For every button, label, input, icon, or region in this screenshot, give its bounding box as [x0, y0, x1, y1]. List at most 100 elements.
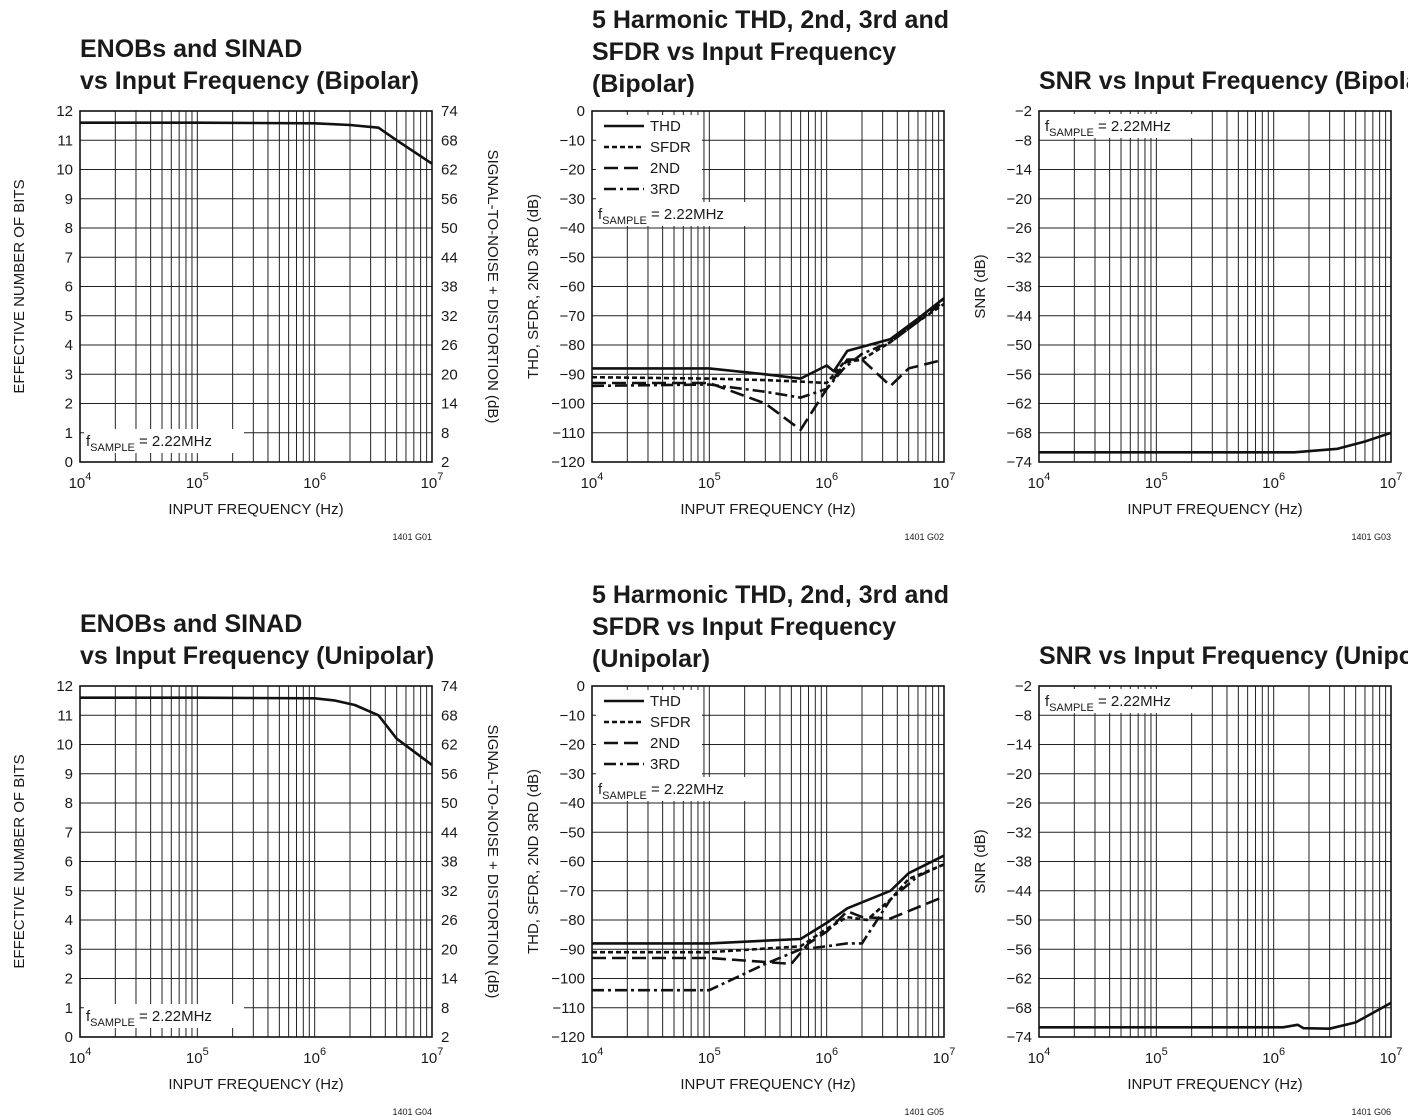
sample-rate-annotation: fSAMPLE = 2.22MHz	[1043, 114, 1203, 139]
chart-G01: ENOBs and SINAD vs Input Frequency (Bipol…	[11, 35, 501, 542]
x-tick-label: 106	[1262, 1046, 1285, 1067]
chart-title: 5 Harmonic THD, 2nd, 3rd and	[592, 581, 949, 609]
y-tick-label: −20	[1007, 766, 1032, 783]
y-tick-label: −62	[1007, 971, 1032, 988]
legend-label-3rd: 3RD	[650, 756, 680, 773]
y-tick-label: 5	[65, 883, 73, 900]
figure-code: 1401 G04	[392, 1107, 432, 1115]
x-axis-label: INPUT FREQUENCY (Hz)	[1127, 1076, 1302, 1093]
y-tick-label: −32	[1007, 824, 1032, 841]
y-tick-label: −8	[1015, 132, 1032, 149]
x-tick-label: 107	[421, 471, 444, 492]
x-axis-label: INPUT FREQUENCY (Hz)	[168, 1076, 343, 1093]
y-tick-label: 11	[57, 707, 73, 724]
annotation-text: fSAMPLE = 2.22MHz	[86, 1008, 212, 1029]
chart-title: ENOBs and SINAD	[80, 610, 302, 638]
y-tick-label: −26	[1007, 220, 1032, 237]
legend: THD SFDR 2ND 3RD	[596, 690, 702, 778]
y-tick-label: −50	[1007, 912, 1032, 929]
y-axis-label: THD, SFDR, 2ND 3RD (dB)	[525, 194, 542, 379]
y-tick-label: 7	[65, 824, 73, 841]
y2-tick-label: 68	[441, 132, 458, 149]
series-line-main	[80, 121, 433, 165]
x-tick-label: 107	[933, 471, 956, 492]
y-tick-label: −56	[1007, 941, 1032, 958]
annotation-bg	[84, 429, 244, 453]
y-tick-label: 0	[577, 103, 585, 120]
figure-code: 1401 G03	[1351, 532, 1391, 542]
y2-axis-label: SIGNAL-TO-NOISE + DISTORTION (dB)	[484, 725, 501, 999]
y-tick-label: −32	[1007, 249, 1032, 266]
y-axis-label: THD, SFDR, 2ND 3RD (dB)	[525, 769, 542, 954]
y-tick-label: −40	[560, 220, 585, 237]
y2-tick-label: 14	[441, 971, 458, 988]
sample-rate-annotation: fSAMPLE = 2.22MHz	[84, 429, 244, 454]
x-tick-label: 106	[815, 1046, 838, 1067]
y2-tick-label: 26	[441, 912, 458, 929]
y-tick-label: −44	[1007, 883, 1032, 900]
sample-rate-annotation: fSAMPLE = 2.22MHz	[596, 777, 756, 802]
annotation-bg	[1043, 689, 1203, 713]
legend: THD SFDR 2ND 3RD	[596, 115, 702, 203]
x-tick-label: 104	[1028, 1046, 1051, 1067]
y-tick-label: −50	[560, 249, 585, 266]
x-tick-label: 105	[1145, 471, 1168, 492]
y-tick-label: 8	[65, 795, 73, 812]
y-tick-label: −60	[560, 279, 585, 296]
chart-title: vs Input Frequency (Unipolar)	[80, 642, 434, 670]
annotation-bg	[596, 202, 756, 226]
x-tick-label: 107	[933, 1046, 956, 1067]
y2-tick-label: 2	[441, 454, 449, 471]
annotation-text: fSAMPLE = 2.22MHz	[1045, 118, 1171, 139]
annotation-bg	[1043, 114, 1203, 138]
y-tick-label: −14	[1007, 162, 1032, 179]
y-tick-label: −70	[560, 883, 585, 900]
plot-frame	[1038, 110, 1392, 463]
x-tick-label: 106	[303, 1046, 326, 1067]
x-tick-label: 107	[421, 1046, 444, 1067]
legend-label-thd: THD	[650, 693, 681, 710]
legend-label-3rd: 3RD	[650, 181, 680, 198]
x-tick-label: 104	[581, 1046, 604, 1067]
y-tick-label: 1	[65, 1000, 73, 1017]
y-tick-label: 2	[65, 396, 73, 413]
series-line-sfdr	[592, 863, 945, 954]
y-tick-label: −10	[560, 707, 585, 724]
x-tick-label: 105	[186, 1046, 209, 1067]
chart-G04: ENOBs and SINAD vs Input Frequency (Unipo…	[11, 610, 501, 1115]
y-tick-label: 3	[65, 941, 73, 958]
y-tick-label: −20	[1007, 191, 1032, 208]
y2-tick-label: 56	[441, 766, 458, 783]
y2-tick-label: 74	[441, 678, 458, 695]
plot-frame	[79, 685, 433, 1038]
sample-rate-annotation: fSAMPLE = 2.22MHz	[1043, 689, 1203, 714]
chart-title: SFDR vs Input Frequency	[592, 613, 896, 641]
annotation-bg	[84, 1004, 244, 1028]
y2-tick-label: 44	[441, 249, 458, 266]
y-tick-label: −74	[1007, 454, 1032, 471]
y-tick-label: 11	[57, 132, 73, 149]
y2-tick-label: 32	[441, 308, 458, 325]
x-axis-label: INPUT FREQUENCY (Hz)	[1127, 501, 1302, 518]
x-tick-label: 105	[698, 471, 721, 492]
y2-tick-label: 44	[441, 824, 458, 841]
y-tick-label: −70	[560, 308, 585, 325]
y-tick-label: 9	[65, 766, 73, 783]
x-axis-label: INPUT FREQUENCY (Hz)	[680, 1076, 855, 1093]
y-tick-label: −80	[560, 912, 585, 929]
figure-code: 1401 G05	[904, 1107, 944, 1115]
y-tick-label: −20	[560, 162, 585, 179]
legend-label-thd: THD	[650, 118, 681, 135]
x-axis-label: INPUT FREQUENCY (Hz)	[168, 501, 343, 518]
x-tick-label: 106	[815, 471, 838, 492]
y-tick-label: 0	[65, 454, 73, 471]
plot-frame	[591, 685, 945, 1038]
x-axis-label: INPUT FREQUENCY (Hz)	[680, 501, 855, 518]
series-line-2nd	[592, 358, 945, 432]
x-tick-label: 106	[1262, 471, 1285, 492]
y-tick-label: 0	[65, 1029, 73, 1046]
y2-tick-label: 8	[441, 1000, 449, 1017]
x-tick-label: 105	[186, 471, 209, 492]
annotation-text: fSAMPLE = 2.22MHz	[598, 206, 724, 227]
y-tick-label: −100	[551, 971, 585, 988]
